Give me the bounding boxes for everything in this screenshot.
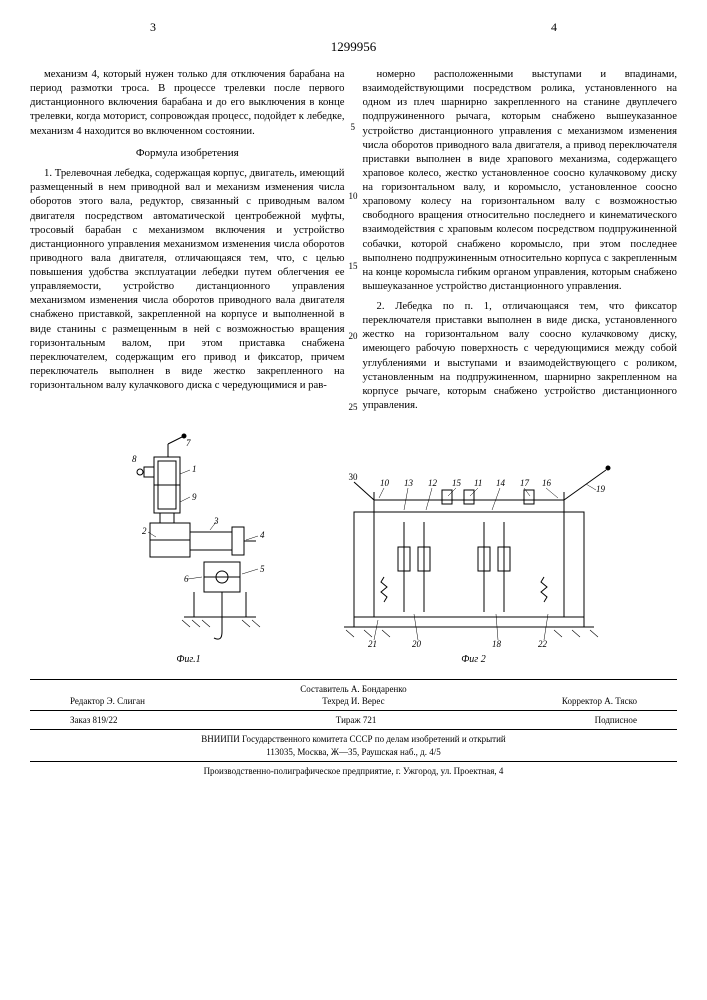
left-column: механизм 4, который нужен только для отк… <box>30 67 345 418</box>
fig2-label: 21 <box>368 639 377 649</box>
footer: Составитель А. Бондаренко Редактор Э. Сл… <box>30 679 677 777</box>
fig2-label: 15 <box>452 478 462 488</box>
figure-1: 7 8 1 9 2 3 4 5 6 <box>84 432 294 665</box>
footer-credits-row: Редактор Э. Слиган Техред И. Верес Корре… <box>30 695 677 707</box>
footer-org2: Производственно-полиграфическое предприя… <box>30 765 677 777</box>
page-number-left: 3 <box>150 20 156 35</box>
fig1-label: 2 <box>142 526 147 536</box>
left-paragraph-1: механизм 4, который нужен только для отк… <box>30 67 345 138</box>
line-number: 25 <box>349 402 358 414</box>
fig2-label: 20 <box>412 639 422 649</box>
line-number: 30 <box>349 472 358 484</box>
right-paragraph-2: 2. Лебедка по п. 1, отличающаяся тем, чт… <box>363 299 678 412</box>
right-paragraph-1: номерно расположенными выступами и впади… <box>363 67 678 293</box>
footer-tirazh: Тираж 721 <box>336 714 377 726</box>
fig2-label: 19 <box>596 484 606 494</box>
footer-subscribe: Подписное <box>595 714 637 726</box>
footer-addr1: 113035, Москва, Ж—35, Раушская наб., д. … <box>30 746 677 758</box>
page-number-right: 4 <box>551 20 557 35</box>
formula-title: Формула изобретения <box>30 146 345 161</box>
figure-2: 10 13 12 15 11 14 17 16 19 21 20 18 22 <box>324 452 624 665</box>
left-paragraph-2: 1. Трелевочная лебедка, содержащая корпу… <box>30 166 345 392</box>
page-number-row: 3 4 <box>30 20 677 35</box>
figure-2-caption: Фиг 2 <box>324 654 624 665</box>
figures-row: 7 8 1 9 2 3 4 5 6 <box>30 432 677 665</box>
fig2-label: 13 <box>404 478 414 488</box>
footer-corrector: Корректор А. Тяско <box>562 695 637 707</box>
footer-order-row: Заказ 819/22 Тираж 721 Подписное <box>30 714 677 726</box>
page: 3 4 1299956 механизм 4, который нужен то… <box>0 0 707 1000</box>
line-number: 10 <box>349 191 358 203</box>
fig1-label: 4 <box>260 530 265 540</box>
figure-2-svg: 10 13 12 15 11 14 17 16 19 21 20 18 22 <box>324 452 624 652</box>
figure-1-svg: 7 8 1 9 2 3 4 5 6 <box>84 432 294 652</box>
document-number: 1299956 <box>30 39 677 55</box>
fig2-label: 18 <box>492 639 502 649</box>
fig2-label: 22 <box>538 639 548 649</box>
footer-tech: Техред И. Верес <box>322 695 384 707</box>
line-number: 20 <box>349 331 358 343</box>
fig2-label: 12 <box>428 478 438 488</box>
fig1-label: 7 <box>186 438 191 448</box>
footer-order: Заказ 819/22 <box>70 714 118 726</box>
footer-editor: Редактор Э. Слиган <box>70 695 145 707</box>
fig2-label: 14 <box>496 478 506 488</box>
fig2-label: 16 <box>542 478 552 488</box>
fig2-label: 17 <box>520 478 530 488</box>
fig1-label: 9 <box>192 492 197 502</box>
fig2-label: 11 <box>474 478 482 488</box>
fig1-label: 8 <box>132 454 137 464</box>
footer-org1: ВНИИПИ Государственного комитета СССР по… <box>30 733 677 745</box>
footer-compiler: Составитель А. Бондаренко <box>30 683 677 695</box>
right-column: 5 10 15 20 25 30 номерно расположенными … <box>363 67 678 418</box>
figure-1-caption: Фиг.1 <box>84 654 294 665</box>
line-number: 5 <box>351 122 356 134</box>
fig2-label: 10 <box>380 478 390 488</box>
line-number: 15 <box>349 261 358 273</box>
fig1-label: 1 <box>192 464 197 474</box>
text-columns: механизм 4, который нужен только для отк… <box>30 67 677 418</box>
fig1-label: 5 <box>260 564 265 574</box>
